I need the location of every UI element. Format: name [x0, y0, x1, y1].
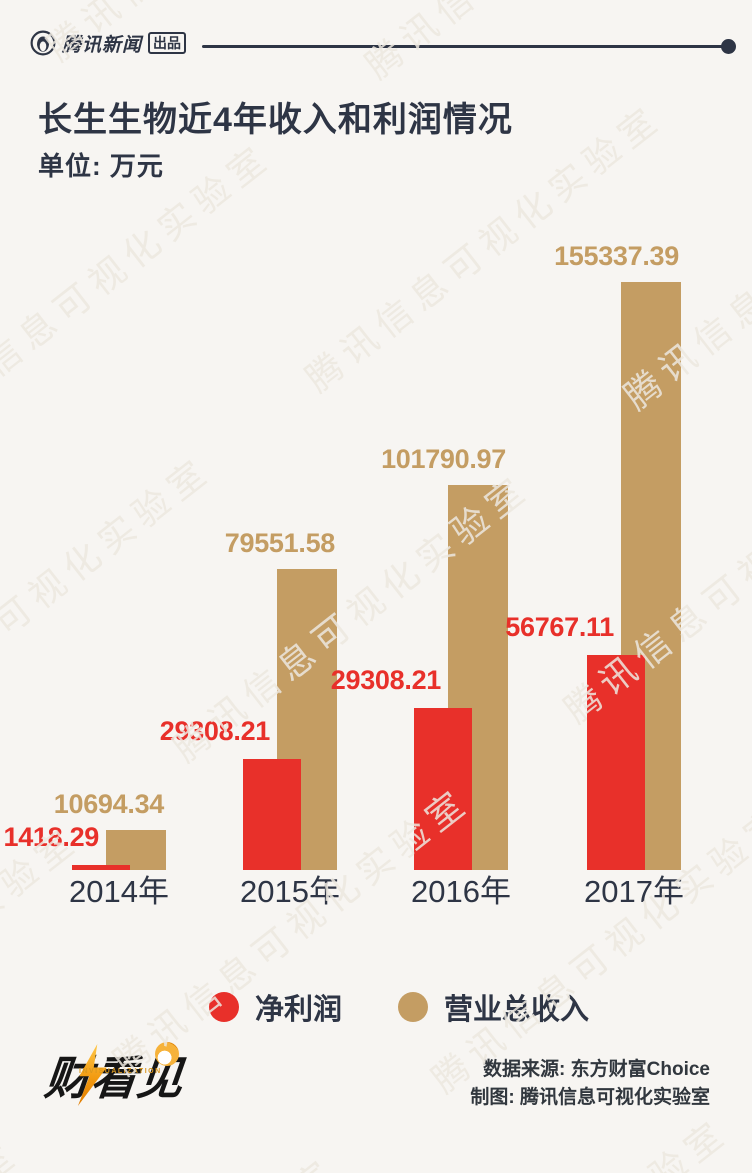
legend-dot-net-profit	[208, 992, 239, 1022]
x-axis-label-2017: 2017年	[584, 874, 684, 909]
penguin-logo-icon	[30, 30, 56, 56]
bar-net-profit-2014	[72, 865, 130, 870]
legend-item-net-profit: 净利润	[208, 986, 342, 1028]
unit-label: 单位: 万元	[38, 151, 164, 181]
value-label-net-profit-2015: 29308.21	[159, 716, 271, 746]
caikanjian-logo-subtext: INVISUALIZATION	[79, 1068, 162, 1075]
value-label-net-profit-2014: 1418.29	[3, 822, 100, 852]
data-source-line: 数据来源: 东方财富Choice	[483, 1059, 710, 1080]
gold-eye-icon	[155, 1042, 179, 1066]
bar-net-profit-2016	[414, 708, 472, 870]
header-rule-line	[202, 45, 724, 48]
value-label-revenue-2014: 10694.34	[53, 789, 165, 819]
bar-revenue-2014	[106, 830, 166, 870]
brand-badge: 出品	[148, 32, 187, 54]
value-label-net-profit-2016: 29308.21	[330, 665, 442, 695]
chart-credit-line: 制图: 腾讯信息可视化实验室	[470, 1087, 710, 1108]
value-label-revenue-2015: 79551.58	[224, 528, 336, 558]
source-credits: 数据来源: 东方财富Choice 制图: 腾讯信息可视化实验室	[470, 1056, 710, 1112]
x-axis-label-2014: 2014年	[69, 874, 169, 909]
brand-name: 腾讯新闻	[62, 34, 143, 56]
page-title: 长生生物近4年收入和利润情况	[38, 101, 513, 139]
legend-dot-revenue	[398, 992, 428, 1022]
bar-net-profit-2015	[243, 759, 301, 870]
header-rule-end-dot	[721, 39, 736, 54]
legend: 净利润 营业总收入	[0, 986, 752, 1028]
bar-net-profit-2017	[587, 655, 645, 870]
tencent-news-brand: 腾讯新闻 出品	[30, 28, 187, 58]
caikanjian-logo: 财看见 INVISUALIZATION	[42, 1042, 186, 1116]
legend-item-revenue: 营业总收入	[398, 986, 589, 1028]
x-axis-label-2015: 2015年	[240, 874, 340, 909]
x-axis-label-2016: 2016年	[411, 874, 511, 909]
legend-label-net-profit: 净利润	[254, 994, 342, 1026]
legend-label-revenue: 营业总收入	[444, 994, 590, 1026]
value-label-net-profit-2017: 56767.11	[505, 612, 614, 642]
value-label-revenue-2017: 155337.39	[554, 241, 679, 271]
value-label-revenue-2016: 101790.97	[381, 444, 506, 474]
